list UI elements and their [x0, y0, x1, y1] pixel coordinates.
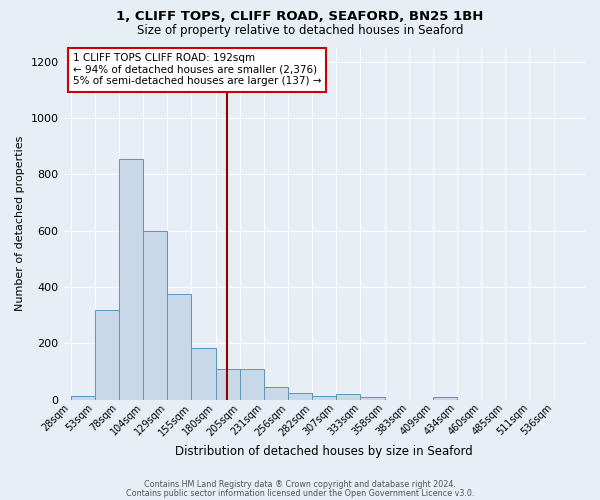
Bar — [95, 310, 119, 400]
Bar — [288, 393, 312, 400]
Text: 1 CLIFF TOPS CLIFF ROAD: 192sqm
← 94% of detached houses are smaller (2,376)
5% : 1 CLIFF TOPS CLIFF ROAD: 192sqm ← 94% of… — [73, 53, 321, 86]
Bar — [191, 348, 215, 400]
X-axis label: Distribution of detached houses by size in Seaford: Distribution of detached houses by size … — [175, 444, 473, 458]
Bar — [119, 159, 143, 400]
Bar — [71, 396, 95, 400]
Bar — [264, 387, 288, 400]
Bar — [433, 397, 457, 400]
Bar — [167, 294, 191, 400]
Bar — [337, 394, 361, 400]
Text: 1, CLIFF TOPS, CLIFF ROAD, SEAFORD, BN25 1BH: 1, CLIFF TOPS, CLIFF ROAD, SEAFORD, BN25… — [116, 10, 484, 23]
Text: Contains public sector information licensed under the Open Government Licence v3: Contains public sector information licen… — [126, 488, 474, 498]
Bar — [361, 397, 385, 400]
Bar — [312, 396, 337, 400]
Bar — [143, 230, 167, 400]
Text: Size of property relative to detached houses in Seaford: Size of property relative to detached ho… — [137, 24, 463, 37]
Bar — [240, 369, 264, 400]
Y-axis label: Number of detached properties: Number of detached properties — [15, 136, 25, 312]
Text: Contains HM Land Registry data ® Crown copyright and database right 2024.: Contains HM Land Registry data ® Crown c… — [144, 480, 456, 489]
Bar — [215, 369, 240, 400]
